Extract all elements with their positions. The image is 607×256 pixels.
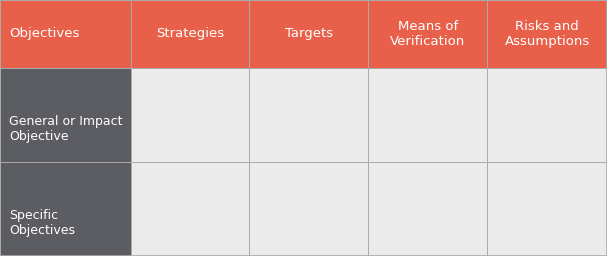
Text: Means of
Verification: Means of Verification xyxy=(390,20,466,48)
Bar xyxy=(0,0,131,68)
Bar xyxy=(249,0,368,68)
Text: Strategies: Strategies xyxy=(156,27,224,40)
Bar xyxy=(249,162,368,256)
Bar xyxy=(368,0,487,68)
Text: Objectives: Objectives xyxy=(9,27,80,40)
Bar xyxy=(487,68,607,162)
Bar xyxy=(131,68,249,162)
Text: General or Impact
Objective: General or Impact Objective xyxy=(9,115,123,143)
Bar xyxy=(487,162,607,256)
Bar xyxy=(487,0,607,68)
Text: Risks and
Assumptions: Risks and Assumptions xyxy=(504,20,590,48)
Text: Targets: Targets xyxy=(285,27,333,40)
Bar xyxy=(0,68,131,162)
Bar xyxy=(0,162,131,256)
Bar xyxy=(368,68,487,162)
Bar xyxy=(131,162,249,256)
Bar xyxy=(131,0,249,68)
Bar xyxy=(249,68,368,162)
Bar xyxy=(368,162,487,256)
Text: Specific
Objectives: Specific Objectives xyxy=(9,209,75,237)
